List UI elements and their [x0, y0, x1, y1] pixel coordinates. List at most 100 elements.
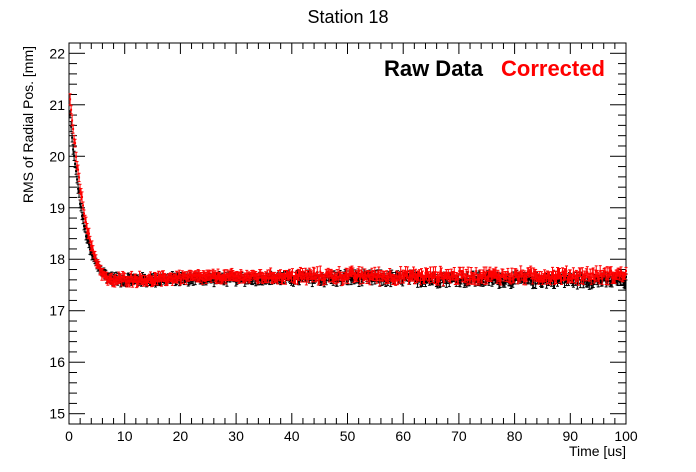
data-point — [138, 275, 141, 278]
x-axis-label: Time [us] — [569, 443, 626, 459]
data-point — [579, 271, 582, 274]
data-point — [298, 280, 301, 283]
data-point — [100, 273, 103, 276]
data-point — [473, 277, 476, 280]
data-point — [120, 280, 123, 283]
data-point — [287, 274, 290, 277]
data-point — [596, 274, 599, 277]
data-point — [530, 279, 533, 282]
data-point — [469, 278, 472, 281]
data-point — [448, 275, 451, 278]
data-point — [582, 278, 585, 281]
data-point — [493, 272, 496, 275]
data-point — [370, 272, 373, 275]
data-point — [525, 276, 528, 279]
data-point — [535, 275, 538, 278]
data-point — [442, 279, 445, 282]
data-point — [524, 278, 527, 281]
data-point — [231, 274, 234, 277]
data-point — [418, 277, 421, 280]
data-point — [586, 271, 589, 274]
data-point — [496, 274, 499, 277]
data-point — [380, 276, 383, 279]
data-point — [154, 278, 157, 281]
data-point — [70, 125, 73, 128]
data-point — [101, 271, 104, 274]
data-point — [336, 272, 339, 275]
data-point — [406, 271, 409, 274]
data-point — [371, 274, 374, 277]
data-point — [117, 276, 120, 279]
data-point — [77, 168, 80, 171]
data-point — [497, 275, 500, 278]
data-point — [139, 277, 142, 280]
data-point — [214, 275, 217, 278]
data-point — [550, 275, 553, 278]
y-tick-label: 19 — [49, 200, 65, 216]
data-point — [318, 278, 321, 281]
data-point — [470, 271, 473, 274]
data-point — [558, 278, 561, 281]
data-point — [75, 155, 78, 158]
data-point — [420, 272, 423, 275]
data-point — [599, 279, 602, 282]
data-point — [381, 275, 384, 278]
data-point — [146, 280, 149, 283]
data-point — [73, 154, 76, 157]
data-point — [437, 278, 440, 281]
data-point — [501, 272, 504, 275]
data-point — [353, 277, 356, 280]
data-point — [84, 235, 87, 238]
data-point — [548, 275, 551, 278]
data-point — [597, 281, 600, 284]
data-point — [357, 281, 360, 284]
data-point — [583, 273, 586, 276]
data-point — [539, 277, 542, 280]
data-point — [322, 279, 325, 282]
data-point — [118, 277, 121, 280]
data-point — [111, 281, 114, 284]
data-point — [441, 274, 444, 277]
data-point — [610, 280, 613, 283]
x-tick-label: 20 — [173, 428, 189, 444]
x-tick-label: 60 — [395, 428, 411, 444]
data-point — [368, 278, 371, 281]
data-point — [500, 277, 503, 280]
data-point — [84, 217, 87, 220]
data-point — [203, 274, 206, 277]
data-point — [299, 272, 302, 275]
data-point — [565, 270, 568, 273]
data-point — [598, 277, 601, 280]
data-point — [291, 271, 294, 274]
data-point — [303, 277, 306, 280]
data-point — [157, 275, 160, 278]
data-point — [607, 278, 610, 281]
data-point — [71, 136, 74, 139]
data-point — [383, 274, 386, 277]
data-point — [498, 278, 501, 281]
data-point — [452, 274, 455, 277]
data-point — [84, 221, 87, 224]
data-point — [119, 276, 122, 279]
data-point — [290, 275, 293, 278]
data-point — [418, 272, 421, 275]
data-point — [489, 275, 492, 278]
data-point — [474, 278, 477, 281]
data-point — [523, 275, 526, 278]
data-point — [92, 253, 95, 256]
data-point — [276, 277, 279, 280]
data-point — [455, 275, 458, 278]
data-point — [254, 274, 257, 277]
data-point — [147, 277, 150, 280]
data-point — [112, 279, 115, 282]
data-point — [404, 270, 407, 273]
data-point — [319, 281, 322, 284]
data-point — [576, 274, 579, 277]
data-point — [625, 270, 627, 273]
data-point — [536, 276, 539, 279]
data-point — [190, 273, 193, 276]
data-point — [342, 279, 345, 282]
data-point — [527, 277, 530, 280]
data-point — [69, 113, 72, 116]
data-point — [152, 280, 155, 283]
